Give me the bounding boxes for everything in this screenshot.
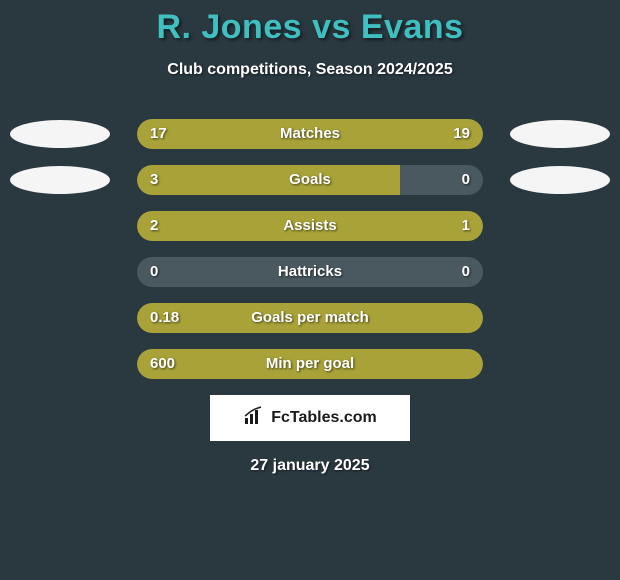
- comparison-card: R. Jones vs Evans Club competitions, Sea…: [0, 0, 620, 475]
- team-badge-left: [10, 120, 110, 148]
- stat-row: 00Hattricks: [0, 257, 620, 287]
- team-badge-right: [510, 166, 610, 194]
- subtitle: Club competitions, Season 2024/2025: [0, 61, 620, 79]
- team-badge-left: [10, 166, 110, 194]
- stat-label: Hattricks: [137, 257, 483, 287]
- stat-label: Goals per match: [137, 303, 483, 333]
- team-badge-right: [510, 120, 610, 148]
- stat-row: 21Assists: [0, 211, 620, 241]
- stat-row: 1719Matches: [0, 119, 620, 149]
- stat-label: Min per goal: [137, 349, 483, 379]
- logo-text: FcTables.com: [271, 409, 377, 427]
- chart-logo-icon: [243, 406, 265, 431]
- date-label: 27 january 2025: [0, 457, 620, 475]
- stat-row: 600Min per goal: [0, 349, 620, 379]
- page-title: R. Jones vs Evans: [0, 8, 620, 47]
- stat-row: 0.18Goals per match: [0, 303, 620, 333]
- stat-label: Goals: [137, 165, 483, 195]
- stat-row: 30Goals: [0, 165, 620, 195]
- source-logo: FcTables.com: [210, 395, 410, 441]
- stat-label: Assists: [137, 211, 483, 241]
- stat-label: Matches: [137, 119, 483, 149]
- stats-section: 1719Matches 30Goals 21Assists 00Hattricks 0.…: [0, 119, 620, 379]
